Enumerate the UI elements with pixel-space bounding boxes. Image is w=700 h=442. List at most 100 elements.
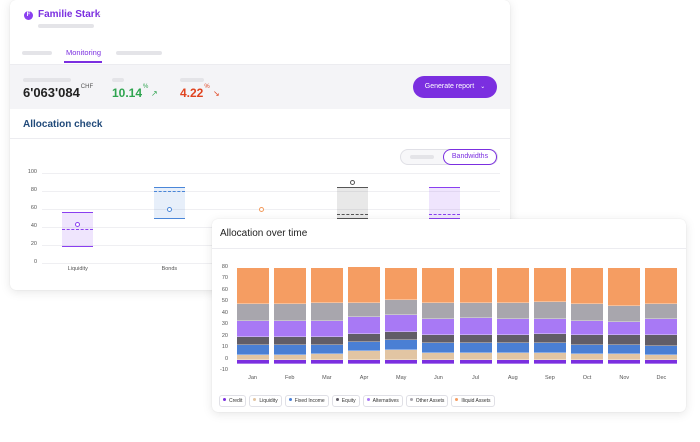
bar-segment-liquidity[interactable] — [422, 352, 455, 360]
bar-segment-credit[interactable] — [608, 359, 641, 365]
bar-segment-other-assets[interactable] — [645, 304, 678, 320]
generate-report-button[interactable]: Generate report ⌄ — [413, 76, 497, 98]
bar-segment-alternatives[interactable] — [496, 319, 529, 336]
bar-segment-equity[interactable] — [348, 334, 381, 343]
bar-segment-other-assets[interactable] — [310, 303, 343, 321]
bar-segment-liquidity[interactable] — [645, 354, 678, 360]
bar-segment-alternatives[interactable] — [385, 314, 418, 332]
bar-segment-credit[interactable] — [348, 359, 381, 365]
bar-segment-other-assets[interactable] — [533, 302, 566, 320]
bar-segment-credit[interactable] — [422, 359, 455, 365]
legend-item-alternatives[interactable]: Alternatives — [362, 395, 403, 407]
bar-segment-fixed-income[interactable] — [348, 342, 381, 352]
bar-segment-iliquid-assets[interactable] — [533, 267, 566, 303]
bar-segment-liquidity[interactable] — [348, 351, 381, 360]
bar-segment-other-assets[interactable] — [571, 304, 604, 321]
bar-segment-liquidity[interactable] — [571, 353, 604, 360]
bar-segment-equity[interactable] — [496, 335, 529, 344]
bar-segment-equity[interactable] — [385, 331, 418, 341]
view-toggle[interactable]: Bandwidths — [400, 149, 498, 165]
bar-segment-alternatives[interactable] — [348, 317, 381, 335]
bar-segment-other-assets[interactable] — [236, 304, 269, 321]
legend-item-iliquid-assets[interactable]: Iliquid Assets — [451, 395, 495, 407]
legend-item-credit[interactable]: Credit — [219, 395, 247, 407]
bar-segment-other-assets[interactable] — [273, 304, 306, 321]
bar-segment-fixed-income[interactable] — [645, 345, 678, 355]
bar-segment-iliquid-assets[interactable] — [273, 267, 306, 305]
bar-segment-liquidity[interactable] — [310, 353, 343, 360]
bar-segment-credit[interactable] — [459, 359, 492, 365]
tab-monitoring[interactable]: Monitoring — [66, 48, 102, 57]
bar-segment-liquidity[interactable] — [385, 350, 418, 360]
bar-segment-equity[interactable] — [273, 336, 306, 345]
bar-segment-credit[interactable] — [645, 359, 678, 365]
bar-segment-fixed-income[interactable] — [608, 344, 641, 354]
bar-segment-fixed-income[interactable] — [236, 344, 269, 355]
bar-segment-iliquid-assets[interactable] — [310, 267, 343, 304]
bar-segment-equity[interactable] — [422, 335, 455, 344]
bar-segment-credit[interactable] — [310, 359, 343, 365]
bar-segment-fixed-income[interactable] — [496, 343, 529, 353]
bar-segment-iliquid-assets[interactable] — [422, 267, 455, 304]
bar-segment-equity[interactable] — [459, 335, 492, 344]
legend-item-other-assets[interactable]: Other Assets — [405, 395, 449, 407]
bar-segment-liquidity[interactable] — [273, 354, 306, 360]
bar-segment-fixed-income[interactable] — [571, 344, 604, 354]
bar-segment-liquidity[interactable] — [608, 353, 641, 360]
bar-segment-equity[interactable] — [533, 334, 566, 344]
bar-segment-equity[interactable] — [310, 336, 343, 345]
actual-marker[interactable] — [350, 179, 356, 185]
bar-segment-equity[interactable] — [236, 336, 269, 345]
bar-segment-alternatives[interactable] — [608, 321, 641, 336]
bar-segment-equity[interactable] — [608, 335, 641, 345]
bandwidths-toggle[interactable]: Bandwidths — [443, 149, 497, 165]
client-name[interactable]: Familie Stark — [38, 9, 101, 20]
tab-placeholder[interactable] — [22, 51, 52, 55]
bar-segment-alternatives[interactable] — [645, 319, 678, 336]
actual-marker[interactable] — [75, 221, 81, 227]
actual-marker[interactable] — [166, 206, 172, 212]
bar-segment-credit[interactable] — [385, 359, 418, 365]
bar-segment-iliquid-assets[interactable] — [385, 267, 418, 300]
legend-item-fixed-income[interactable]: Fixed Income — [284, 395, 329, 407]
bar-segment-credit[interactable] — [571, 359, 604, 365]
bar-segment-iliquid-assets[interactable] — [459, 267, 492, 304]
bar-segment-fixed-income[interactable] — [533, 343, 566, 353]
legend-item-liquidity[interactable]: Liquidity — [249, 395, 282, 407]
bar-segment-iliquid-assets[interactable] — [236, 267, 269, 305]
bar-segment-fixed-income[interactable] — [422, 343, 455, 353]
bar-segment-credit[interactable] — [236, 359, 269, 365]
bar-segment-credit[interactable] — [533, 359, 566, 365]
bar-segment-credit[interactable] — [496, 359, 529, 365]
bar-segment-alternatives[interactable] — [422, 319, 455, 336]
bar-segment-fixed-income[interactable] — [385, 340, 418, 351]
bar-segment-credit[interactable] — [273, 359, 306, 365]
bar-segment-other-assets[interactable] — [459, 303, 492, 319]
bar-segment-equity[interactable] — [571, 335, 604, 345]
bar-segment-liquidity[interactable] — [533, 352, 566, 360]
bar-segment-fixed-income[interactable] — [273, 344, 306, 355]
tab-placeholder[interactable] — [116, 51, 162, 55]
bar-segment-alternatives[interactable] — [459, 318, 492, 336]
bar-segment-iliquid-assets[interactable] — [608, 267, 641, 306]
bar-segment-alternatives[interactable] — [236, 320, 269, 337]
bar-segment-other-assets[interactable] — [422, 303, 455, 320]
chevron-down-icon[interactable]: ⌄ — [96, 11, 102, 18]
bar-segment-other-assets[interactable] — [496, 303, 529, 320]
toggle-option-placeholder[interactable] — [410, 155, 434, 159]
bar-segment-liquidity[interactable] — [496, 352, 529, 360]
bar-segment-other-assets[interactable] — [348, 303, 381, 318]
bar-segment-fixed-income[interactable] — [459, 343, 492, 353]
bar-segment-iliquid-assets[interactable] — [496, 267, 529, 304]
bar-segment-fixed-income[interactable] — [310, 344, 343, 354]
bar-segment-alternatives[interactable] — [571, 320, 604, 336]
legend-item-equity[interactable]: Equity — [331, 395, 360, 407]
bar-segment-other-assets[interactable] — [385, 299, 418, 315]
bar-segment-liquidity[interactable] — [236, 354, 269, 360]
bar-segment-equity[interactable] — [645, 335, 678, 346]
bar-segment-alternatives[interactable] — [273, 320, 306, 337]
bar-segment-iliquid-assets[interactable] — [645, 267, 678, 305]
bar-segment-other-assets[interactable] — [608, 305, 641, 322]
actual-marker[interactable] — [258, 206, 264, 212]
bar-segment-iliquid-assets[interactable] — [571, 267, 604, 305]
